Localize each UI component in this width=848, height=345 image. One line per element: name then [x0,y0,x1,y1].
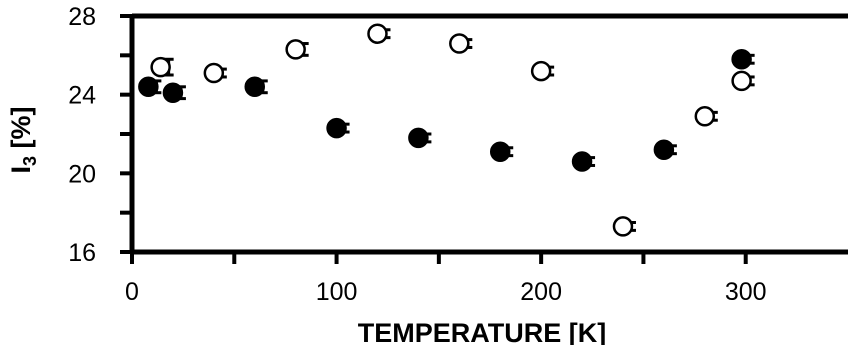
filled-data-point [731,49,752,70]
x-axis-title: TEMPERATURE [K] [358,318,606,345]
x-tick-label: 100 [316,278,358,306]
x-tick-label: 0 [125,278,139,306]
y-axis-title-unit: [%] [6,106,36,156]
y-tick-label: 20 [68,160,96,188]
ticks [120,14,748,264]
data-markers [138,23,752,237]
open-data-point [530,60,552,82]
open-data-point [367,23,388,44]
y-tick-label: 28 [68,3,96,31]
filled-data-point [571,151,593,172]
x-tick-label: 300 [725,278,767,306]
filled-data-point [326,117,347,139]
open-data-point [731,70,752,92]
y-axis-title-main: I [6,166,36,174]
filled-data-point [489,141,511,162]
filled-data-point [653,139,675,160]
y-axis-title: I3 [%] [6,106,40,173]
open-data-point [150,56,171,78]
filled-data-point [244,76,265,98]
filled-data-point [408,127,429,149]
y-tick-label: 16 [68,239,96,267]
y-tick-label: 24 [68,82,96,110]
x-tick-label: 200 [520,278,562,306]
filled-data-point [162,82,184,103]
filled-data-point [138,76,159,98]
open-data-point [203,62,225,84]
open-data-point [285,39,306,60]
open-data-point [694,106,716,127]
y-axis-title-subscript: 3 [20,156,40,166]
error-bars [151,28,755,232]
open-data-point [449,33,470,54]
tick-labels: 16 20 24 28 0 100 200 300 [68,3,766,306]
open-data-point [612,216,634,237]
